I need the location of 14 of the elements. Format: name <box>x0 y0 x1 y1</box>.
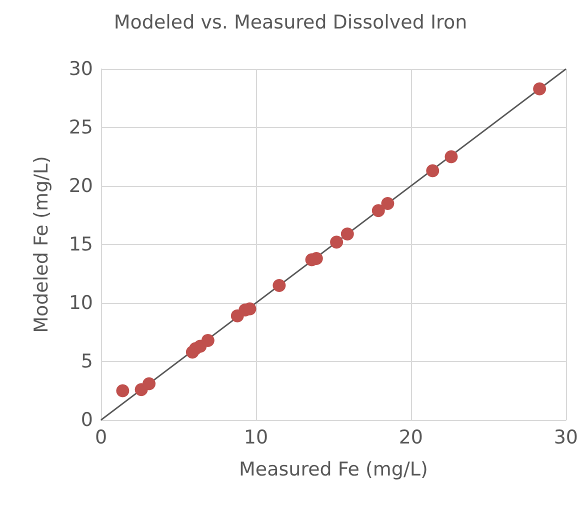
y-tick-label: 5 <box>80 350 93 372</box>
x-axis-title: Measured Fe (mg/L) <box>239 458 428 480</box>
y-tick-label: 10 <box>68 292 93 314</box>
y-tick-label: 0 <box>80 409 93 431</box>
y-tick-label: 20 <box>68 175 93 197</box>
y-tick-label: 15 <box>68 234 93 256</box>
chart-title: Modeled vs. Measured Dissolved Iron <box>114 12 468 34</box>
y-axis-title: Modeled Fe (mg/L) <box>30 156 52 333</box>
x-tick-label: 20 <box>398 426 424 448</box>
y-tick-label: 30 <box>68 58 93 80</box>
x-tick-label: 30 <box>554 426 578 448</box>
y-tick-label: 25 <box>68 116 93 138</box>
x-tick-label: 10 <box>244 426 268 448</box>
x-tick-label: 0 <box>94 426 108 448</box>
